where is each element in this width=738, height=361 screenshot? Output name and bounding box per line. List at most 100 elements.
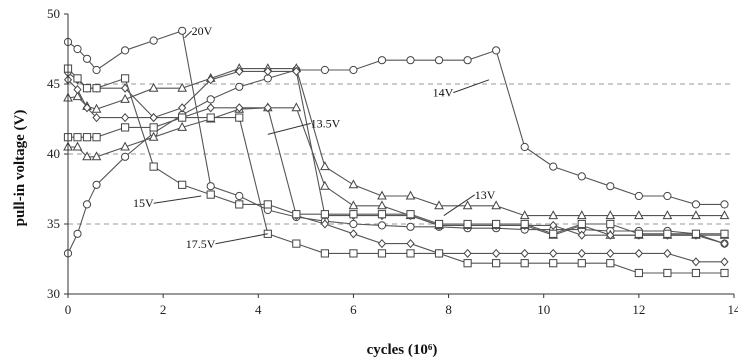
triangle-marker (634, 210, 644, 220)
diamond-marker (263, 103, 272, 113)
diamond-marker (720, 239, 729, 249)
circle-marker (463, 56, 472, 65)
x-tick-label: 0 (65, 302, 72, 317)
diamond-marker (549, 248, 558, 258)
diamond-marker (206, 103, 215, 113)
square-marker (82, 133, 92, 142)
square-marker (434, 219, 444, 229)
diamond-marker (691, 257, 701, 267)
diamond-marker (377, 239, 387, 249)
square-marker (691, 229, 701, 238)
circle-marker (549, 162, 558, 171)
square-marker (492, 219, 501, 229)
circle-marker (92, 180, 101, 189)
square-marker (720, 268, 729, 278)
diamond-marker (178, 103, 187, 113)
square-marker (235, 200, 244, 209)
circle-marker (82, 200, 92, 209)
square-marker (463, 259, 472, 268)
label-leader-lines (153, 30, 490, 245)
diamond-marker (663, 248, 672, 258)
diamond-marker (92, 113, 101, 123)
triangle-marker (82, 151, 92, 161)
leader-line (215, 233, 268, 245)
square-marker (235, 113, 244, 122)
leader-line (453, 79, 490, 94)
diamond-marker (634, 248, 643, 258)
series-labels: 20V 14V 13.5V 13V 15V 17.5V (133, 24, 496, 251)
square-marker (292, 210, 301, 219)
x-tick-label: 8 (445, 302, 452, 317)
circle-marker (206, 182, 215, 191)
circle-marker (577, 172, 586, 181)
circle-marker (320, 65, 329, 75)
series-label: 13.5V (311, 116, 341, 130)
square-marker (349, 249, 358, 258)
leader-line (153, 195, 202, 204)
circle-marker (606, 182, 615, 191)
circle-marker (206, 95, 215, 104)
diamond-marker (606, 248, 615, 258)
triangle-marker (662, 210, 673, 220)
diamond-marker (720, 257, 729, 267)
triangle-marker (72, 91, 83, 101)
square-marker (520, 259, 529, 268)
diamond-marker (292, 66, 301, 76)
square-marker (149, 123, 158, 132)
triangle-marker (320, 161, 330, 171)
circle-marker (434, 56, 444, 65)
triangle-marker (405, 190, 416, 200)
triangle-marker (691, 210, 701, 220)
circle-marker (406, 222, 415, 231)
y-tick-label: 35 (47, 216, 60, 231)
triangle-marker (576, 210, 587, 220)
series-layer (63, 26, 730, 278)
circle-marker (73, 229, 82, 238)
triangle-marker (605, 210, 616, 220)
square-marker (178, 113, 187, 122)
circle-marker (691, 200, 701, 209)
square-marker (463, 219, 472, 229)
triangle-marker (719, 210, 730, 220)
square-marker (120, 123, 130, 132)
circle-marker (492, 46, 501, 55)
square-marker (377, 249, 387, 258)
square-marker (634, 229, 643, 238)
series-line (67, 70, 725, 245)
triangle-marker (177, 121, 188, 131)
circle-marker (720, 200, 729, 209)
diamond-marker (549, 220, 558, 230)
series-13_5V (63, 63, 730, 239)
square-marker (320, 249, 329, 258)
square-marker (606, 259, 615, 268)
triangle-marker (491, 200, 501, 210)
square-marker (549, 259, 558, 268)
square-marker (549, 229, 558, 238)
square-marker (634, 268, 643, 278)
x-tick-label: 4 (255, 302, 262, 317)
circle-marker (120, 152, 130, 161)
series-13V (63, 66, 729, 267)
square-marker (663, 268, 672, 278)
y-tick-label: 40 (47, 146, 60, 161)
square-marker (377, 210, 387, 219)
circle-marker (520, 142, 529, 152)
series-line (68, 107, 725, 236)
diamond-marker (463, 248, 472, 258)
y-axis-title: pull-in voltage (V) (12, 110, 28, 227)
leader-line (184, 30, 193, 39)
square-marker (263, 200, 272, 209)
diamond-marker (206, 75, 215, 85)
square-marker (606, 219, 615, 229)
diamond-marker (149, 113, 158, 123)
circle-marker (178, 26, 187, 35)
series-17_5V (63, 113, 729, 278)
diamond-marker (235, 66, 244, 76)
series-label: 20V (192, 24, 213, 38)
square-marker (82, 84, 92, 93)
circle-marker (349, 65, 358, 75)
square-marker (577, 219, 586, 229)
leader-line (267, 122, 311, 135)
series-line (68, 117, 725, 274)
diamond-marker (406, 239, 415, 249)
